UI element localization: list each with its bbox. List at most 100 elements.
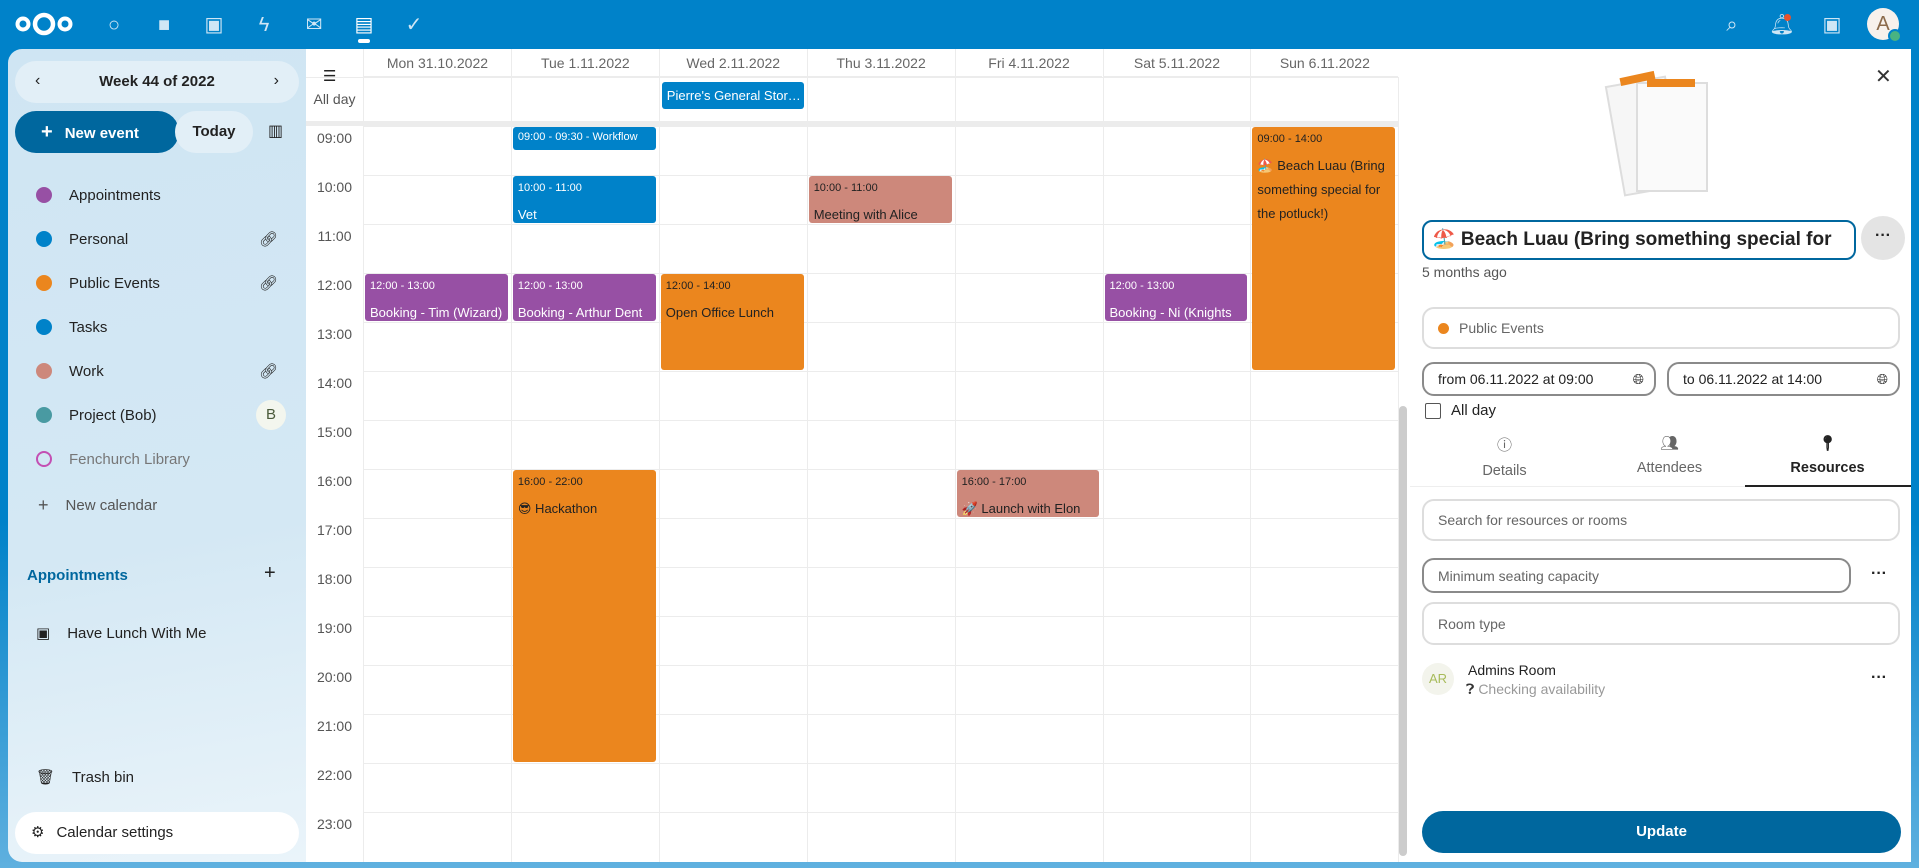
hour-line [363, 371, 1398, 372]
new-event-button[interactable]: + New event [15, 111, 179, 153]
calendar-event[interactable]: 12:00 - 14:00 Open Office Lunch [660, 274, 804, 370]
end-date-field[interactable]: to 06.11.2022 at 14:00 🌐︎ [1667, 362, 1900, 396]
event-sidebar: ✕ 🏖️ Beach Luau (Bring something special… [1410, 49, 1911, 862]
globe-icon[interactable]: 🌐︎ [1876, 370, 1888, 387]
activity-icon[interactable]: ϟ [258, 14, 270, 36]
calendar-check-icon: ▣ [36, 625, 51, 642]
collapse-sidebar-icon[interactable]: ☰ [323, 68, 337, 85]
calendar-color-dot[interactable] [36, 319, 52, 335]
calendar-label: Appointments [69, 186, 161, 204]
day-header[interactable]: Sat 5.11.2022 [1102, 49, 1251, 77]
day-header[interactable]: Wed 2.11.2022 [658, 49, 807, 77]
all-day-checkbox[interactable] [1425, 403, 1441, 419]
photos-icon[interactable]: ▣ [204, 14, 224, 36]
sidebar-calendar-item[interactable]: Tasks [28, 309, 298, 345]
calendar-event[interactable]: 12:00 - 13:00 Booking - Arthur Dent [512, 274, 656, 321]
hour-line [363, 175, 1398, 176]
calendar-event[interactable]: 09:00 - 09:30 - Workflow [512, 127, 656, 150]
appointment-label: Have Lunch With Me [67, 624, 207, 642]
calendar-picker[interactable]: Public Events [1422, 307, 1900, 349]
day-header[interactable]: Mon 31.10.2022 [363, 49, 511, 77]
today-button[interactable]: Today [175, 111, 253, 153]
resource-avatar: AR [1422, 663, 1454, 695]
nextcloud-logo[interactable] [14, 10, 74, 38]
day-header[interactable]: Tue 1.11.2022 [510, 49, 659, 77]
hour-label: 22:00 [316, 767, 353, 783]
new-calendar-button[interactable]: + New calendar [28, 487, 298, 523]
calendar-settings-button[interactable]: ⚙ Calendar settings [15, 812, 299, 854]
week-label[interactable]: Week 44 of 2022 [99, 73, 215, 90]
calendar-event[interactable]: 10:00 - 11:00 Meeting with Alice [808, 176, 952, 223]
scrollbar[interactable] [1399, 406, 1407, 856]
calendar-color-dot[interactable] [36, 187, 52, 203]
sidebar-calendar-item[interactable]: Fenchurch Library [28, 441, 298, 477]
calendar-color-dot[interactable] [36, 407, 52, 423]
share-link-icon[interactable]: 🔗︎ [258, 231, 278, 248]
filter-more-button[interactable]: ··· [1871, 565, 1887, 582]
globe-icon[interactable]: 🌐︎ [1632, 370, 1644, 387]
day-header[interactable]: Fri 4.11.2022 [954, 49, 1103, 77]
sidebar-calendar-item[interactable]: Public Events 🔗︎ [28, 265, 298, 301]
sidebar-calendar-item[interactable]: Personal 🔗︎ [28, 221, 298, 257]
hour-label: 14:00 [316, 375, 353, 391]
more-actions-button[interactable]: ··· [1861, 216, 1905, 260]
dashboard-icon[interactable]: ○ [107, 14, 121, 36]
sidebar-calendar-item[interactable]: Work 🔗︎ [28, 353, 298, 389]
event-title-input[interactable]: 🏖️ Beach Luau (Bring something special f… [1422, 220, 1856, 260]
trash-label: Trash bin [72, 768, 135, 786]
calendar-event[interactable]: 16:00 - 22:00 😎 Hackathon [512, 470, 656, 762]
calendar-event[interactable]: 10:00 - 11:00 Vet [512, 176, 656, 223]
contacts-icon[interactable]: ▣ [1822, 14, 1842, 36]
mail-icon[interactable]: ✉ [305, 14, 323, 36]
tasks-icon[interactable]: ✓ [405, 14, 423, 36]
plus-icon: + [41, 121, 53, 143]
hour-label: 18:00 [316, 571, 353, 587]
calendar-color-dot[interactable] [36, 275, 52, 291]
trash-bin-button[interactable]: 🗑︎ Trash bin [28, 759, 298, 795]
end-date-value: to 06.11.2022 at 14:00 [1683, 371, 1823, 387]
avatar[interactable]: A [1867, 8, 1899, 40]
add-appointment-button[interactable]: + [264, 562, 276, 584]
resource-more-button[interactable]: ··· [1871, 669, 1887, 686]
event-time: 16:00 - 22:00 [517, 476, 583, 488]
calendar-color-dot[interactable] [36, 363, 52, 379]
notifications-icon[interactable]: 🔔︎ [1769, 14, 1795, 36]
share-link-icon[interactable]: 🔗︎ [258, 363, 278, 380]
hour-line [363, 322, 1398, 323]
share-link-icon[interactable]: 🔗︎ [258, 275, 278, 292]
search-icon[interactable]: ⌕ [1726, 14, 1738, 36]
all-day-label: All day [313, 91, 356, 107]
files-icon[interactable]: ■ [157, 14, 171, 36]
sidebar-calendar-item[interactable]: Project (Bob) B [28, 397, 298, 433]
all-day-event[interactable]: Pierre's General Stor… [661, 82, 804, 109]
resource-search-input[interactable]: Search for resources or rooms [1422, 499, 1900, 541]
prev-week-button[interactable]: ‹ [35, 72, 41, 89]
calendar-color-dot[interactable] [36, 231, 52, 247]
event-illustration [1604, 70, 1708, 197]
calendar-event[interactable]: 09:00 - 14:00 🏖️ Beach Luau (Bring someth… [1252, 127, 1396, 370]
capacity-input[interactable]: Minimum seating capacity [1422, 558, 1851, 593]
calendar-color-dot[interactable] [36, 451, 52, 467]
calendar-event[interactable]: 16:00 - 17:00 🚀 Launch with Elon [956, 470, 1100, 517]
calendar-label: Tasks [69, 318, 108, 336]
tab-resources[interactable]: 📍︎ Resources [1745, 434, 1910, 476]
view-switcher-icon[interactable]: ▥ [268, 123, 284, 140]
day-header[interactable]: Thu 3.11.2022 [806, 49, 955, 77]
calendar-icon[interactable]: ▤ [354, 14, 374, 36]
calendar-event[interactable]: 12:00 - 13:00 Booking - Tim (Wizard) [365, 274, 508, 321]
tab-attendees[interactable]: 👥︎ Attendees [1587, 434, 1752, 476]
update-button[interactable]: Update [1422, 811, 1901, 853]
appointment-item[interactable]: ▣ Have Lunch With Me [28, 615, 298, 651]
close-icon[interactable]: ✕ [1875, 66, 1892, 88]
next-week-button[interactable]: › [273, 72, 279, 89]
room-type-input[interactable]: Room type [1422, 602, 1900, 645]
sidebar-calendar-item[interactable]: Appointments [28, 177, 298, 213]
day-header[interactable]: Sun 6.11.2022 [1250, 49, 1399, 77]
calendar-event[interactable]: 12:00 - 13:00 Booking - Ni (Knights [1104, 274, 1248, 321]
status-online-icon [1888, 29, 1902, 43]
start-date-field[interactable]: from 06.11.2022 at 09:00 🌐︎ [1422, 362, 1656, 396]
hour-label: 17:00 [316, 522, 353, 538]
plus-icon: + [38, 494, 49, 515]
tab-details[interactable]: ⓘ Details [1422, 434, 1587, 479]
help-icon: ❓︎ [1466, 681, 1475, 697]
